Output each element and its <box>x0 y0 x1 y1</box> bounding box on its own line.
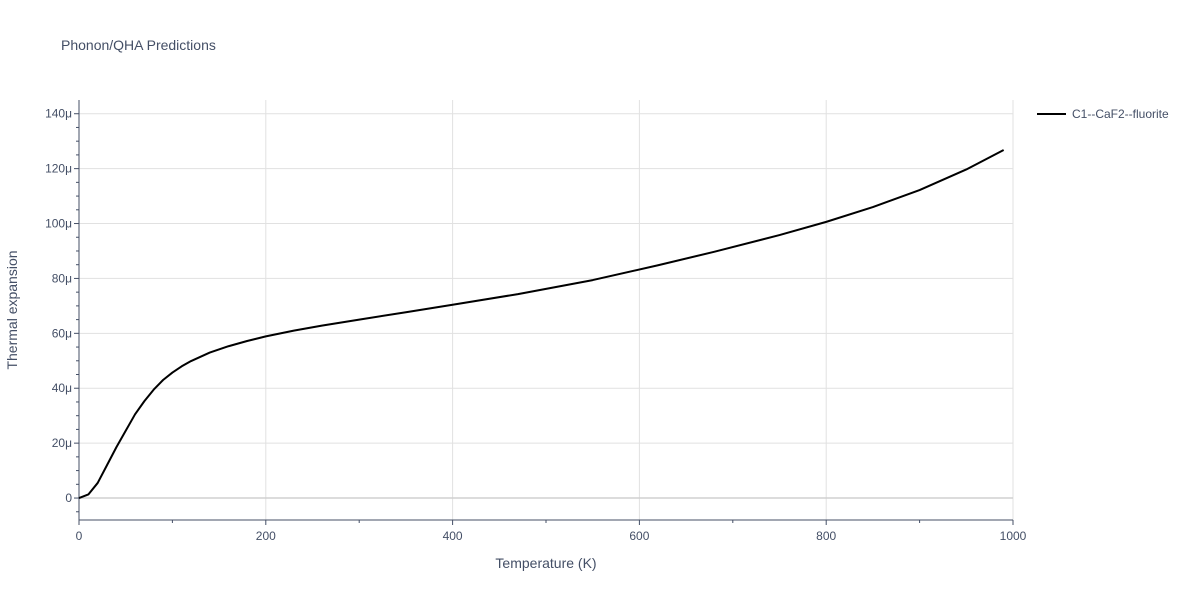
x-tick-labels: 0 200 400 600 800 1000 <box>76 520 1027 543</box>
legend-label[interactable]: C1--CaF2--fluorite <box>1072 107 1169 121</box>
y-tick-label: 140μ <box>45 107 72 121</box>
y-tick-label: 20μ <box>52 436 72 450</box>
y-tick-label: 60μ <box>52 326 72 340</box>
series-layer <box>78 149 1005 499</box>
y-tick-label: 100μ <box>45 217 72 231</box>
x-gridlines <box>265 100 1014 520</box>
legend[interactable]: C1--CaF2--fluorite <box>1037 107 1169 121</box>
series-line[interactable] <box>78 149 1005 499</box>
y-axis-title: Thermal expansion <box>4 250 20 369</box>
x-axis-title: Temperature (K) <box>495 555 596 571</box>
axes <box>78 100 1013 521</box>
y-tick-label: 40μ <box>52 381 72 395</box>
y-gridlines <box>79 113 1013 499</box>
x-tick-label: 0 <box>76 529 83 543</box>
x-tick-label: 800 <box>816 529 836 543</box>
x-tick-label: 600 <box>629 529 649 543</box>
x-tick-label: 200 <box>256 529 276 543</box>
x-tick-label: 400 <box>443 529 463 543</box>
y-tick-labels: 0 20μ 40μ 60μ 80μ 100μ 120μ 140μ <box>45 107 79 513</box>
y-tick-label: 0 <box>65 491 72 505</box>
y-tick-label: 80μ <box>52 271 72 285</box>
x-tick-label: 1000 <box>1000 529 1027 543</box>
y-tick-label: 120μ <box>45 162 72 176</box>
chart-title: Phonon/QHA Predictions <box>61 37 216 53</box>
